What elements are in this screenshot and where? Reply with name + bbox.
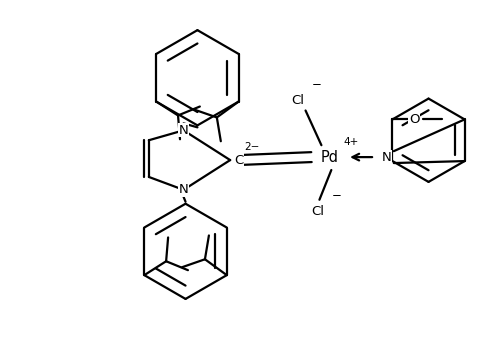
Text: N: N [178, 183, 188, 196]
Text: C: C [234, 154, 243, 167]
Text: −: − [332, 189, 341, 202]
Text: Cl: Cl [291, 94, 304, 107]
Text: −: − [312, 78, 322, 91]
Text: 2−: 2− [244, 142, 260, 152]
Text: Pd: Pd [320, 150, 338, 165]
Text: Cl: Cl [311, 205, 324, 218]
Text: N: N [382, 151, 392, 164]
Text: O: O [409, 113, 420, 126]
Text: N: N [178, 124, 188, 137]
Text: 4+: 4+ [343, 137, 358, 147]
